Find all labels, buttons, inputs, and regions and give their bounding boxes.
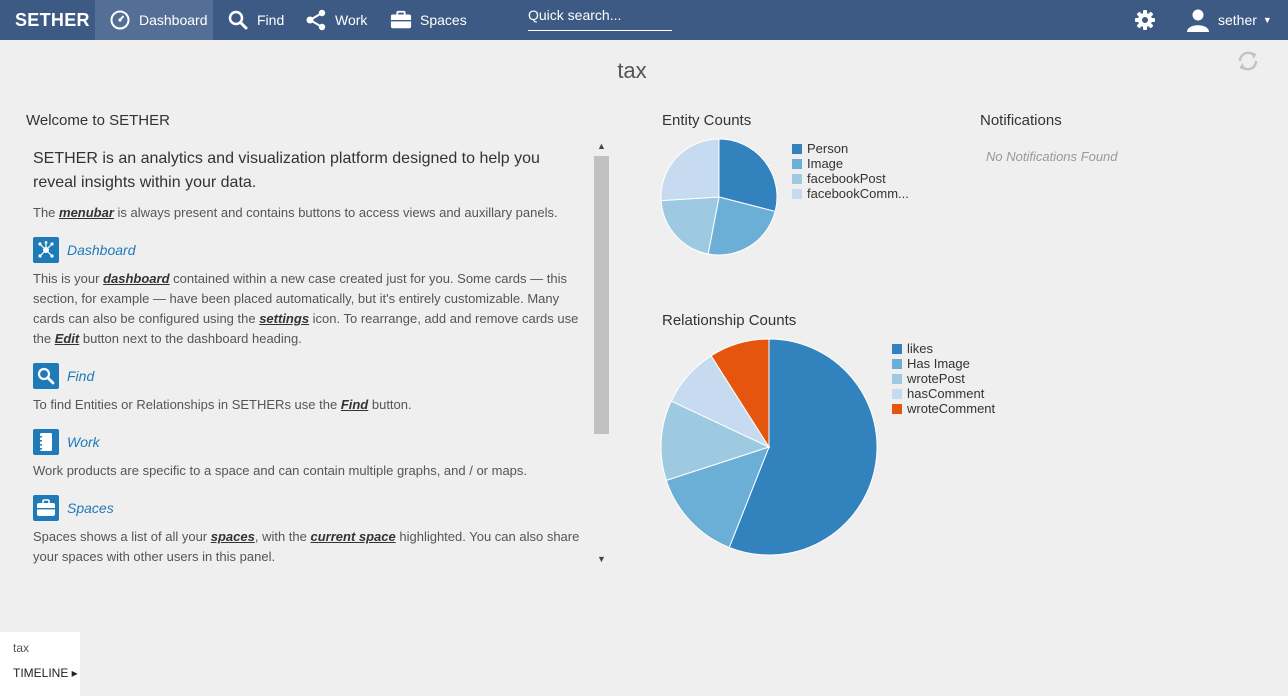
legend-swatch [892,358,902,369]
nav-dashboard-label: Dashboard [139,12,208,28]
timeline-toggle-button[interactable]: TIMELINE ▸ [13,666,78,680]
search-icon [33,363,59,389]
legend-item: facebookComm... [792,186,909,201]
page-title: tax [617,58,647,83]
user-menu-button[interactable]: sether ▼ [1186,8,1272,32]
nav-work-label: Work [335,12,368,28]
nav-dashboard-button[interactable]: Dashboard [95,0,213,40]
find-link[interactable]: Find [340,397,369,412]
scroll-down-arrow-icon[interactable]: ▼ [597,554,606,564]
dashboard-section-title[interactable]: Dashboard [67,242,136,258]
settings-gear-icon[interactable] [1134,9,1156,31]
legend-item: wroteComment [892,401,995,416]
spaces-link[interactable]: spaces [210,529,255,544]
legend-swatch [892,373,902,384]
brand-logo[interactable]: SETHER [15,10,90,30]
share-nodes-icon [305,9,327,31]
menubar-paragraph: The menubar is always present and contai… [33,205,558,220]
welcome-card-body[interactable]: SETHER is an analytics and visualization… [26,138,610,568]
legend-item: wrotePost [892,371,995,386]
dashboard-paragraph: This is your dashboard contained within … [33,271,579,346]
legend-swatch [792,143,802,154]
dashboard-gauge-icon [109,9,131,31]
settings-link[interactable]: settings [259,311,310,326]
pie-slice-wrotecomment[interactable] [710,338,770,449]
spaces-section-heading: Spaces [33,495,585,521]
legend-swatch [792,158,802,169]
menubar-link[interactable]: menubar [59,205,114,220]
entity-counts-legend: Person Image facebookPost facebookComm..… [792,141,909,201]
legend-item: Person [792,141,909,156]
pie-slice-person[interactable] [718,138,778,213]
spaces-section-title[interactable]: Spaces [67,500,114,516]
legend-item: facebookPost [792,171,909,186]
legend-swatch [892,403,902,414]
work-section-title[interactable]: Work [67,434,100,450]
briefcase-icon [390,9,412,31]
find-paragraph: To find Entities or Relationships in SET… [33,397,412,412]
pie-slice-likes[interactable] [728,338,878,556]
spaces-paragraph: Spaces shows a list of all your spaces, … [33,529,580,564]
pie-slice-wrotepost[interactable] [660,400,771,482]
legend-item: likes [892,341,995,356]
entity-counts-title: Entity Counts [662,112,752,129]
nav-find-button[interactable]: Find [227,0,284,40]
chevron-down-icon: ▼ [1262,15,1272,25]
nav-spaces-label: Spaces [420,12,467,28]
username-label: sether [1218,12,1257,28]
legend-item: Image [792,156,909,171]
pie-slice-image[interactable] [707,196,776,256]
nav-work-button[interactable]: Work [305,0,367,40]
legend-swatch [892,388,902,399]
legend-swatch [892,343,902,354]
nav-find-label: Find [257,12,285,28]
work-paragraph: Work products are specific to a space an… [33,463,528,478]
welcome-scrollbar-thumb[interactable] [594,156,609,434]
welcome-card-title: Welcome to SETHER [26,112,170,129]
edit-link[interactable]: Edit [54,331,80,346]
legend-item: Has Image [892,356,995,371]
pie-slice-facebookcomm-[interactable] [660,138,720,202]
nav-spaces-button[interactable]: Spaces [390,0,467,40]
welcome-intro-text: SETHER is an analytics and visualization… [33,150,540,191]
no-notifications-text: No Notifications Found [986,149,1118,164]
timeline-case-name: tax [13,641,30,655]
relationship-counts-legend: likes Has Image wrotePost hasComment wro… [892,341,995,416]
notebook-icon [33,429,59,455]
relationship-counts-title: Relationship Counts [662,312,797,329]
legend-swatch [792,188,802,199]
relationship-counts-pie-chart [660,338,878,556]
menubar: SETHER Dashboard Find Work Spaces Quick … [0,0,1288,40]
legend-item: hasComment [892,386,995,401]
dashboard-section-heading: Dashboard [33,237,585,263]
dashboard-link[interactable]: dashboard [103,271,170,286]
legend-swatch [792,173,802,184]
work-section-heading: Work [33,429,585,455]
refresh-icon[interactable] [1236,49,1260,73]
timeline-panel: tax TIMELINE ▸ [0,632,80,696]
find-section-title[interactable]: Find [67,368,95,384]
quick-search-input[interactable]: Quick search... [528,6,672,31]
user-avatar-icon [1186,8,1210,32]
notifications-title: Notifications [980,112,1062,129]
search-icon [227,9,249,31]
find-section-heading: Find [33,363,585,389]
pie-slice-facebookpost[interactable] [660,196,720,255]
entity-counts-pie-chart [660,138,778,256]
briefcase-icon [33,495,59,521]
current-space-link[interactable]: current space [310,529,396,544]
dashboard-network-icon [33,237,59,263]
scroll-up-arrow-icon[interactable]: ▲ [597,141,606,151]
